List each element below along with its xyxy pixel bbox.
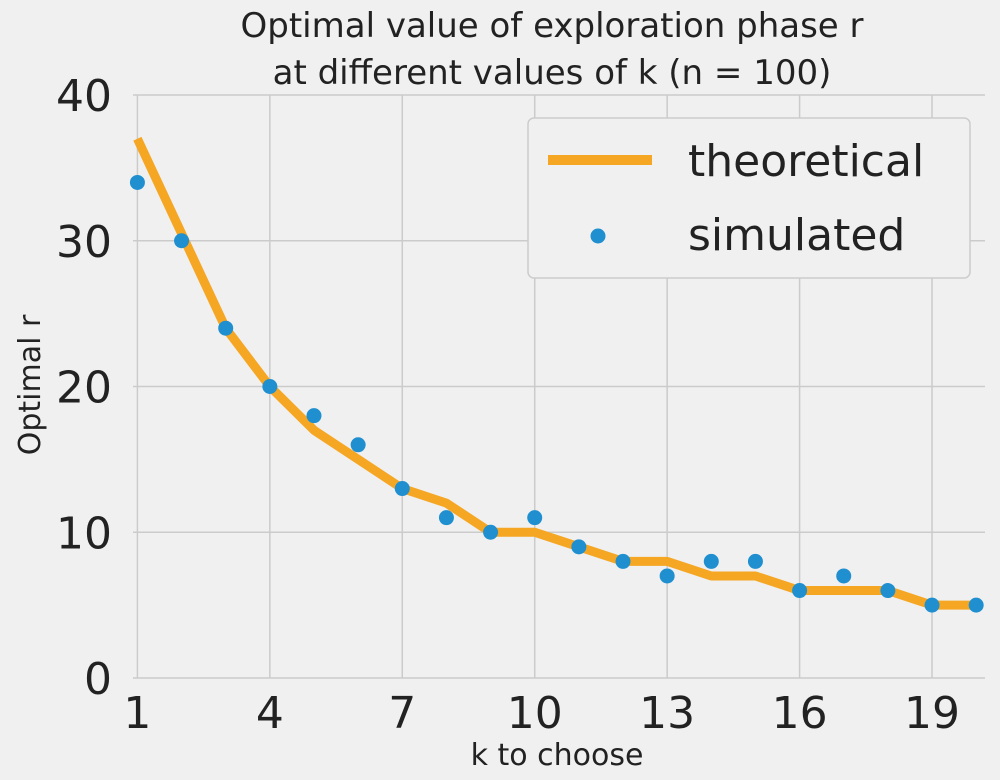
- legend-theoretical-label: theoretical: [688, 136, 924, 187]
- x-tick-label-10: 10: [507, 688, 563, 739]
- point-simulated-16: [792, 583, 808, 599]
- x-tick-label-4: 4: [256, 688, 284, 739]
- point-simulated-1: [129, 174, 145, 190]
- y-tick-label-0: 0: [84, 654, 112, 705]
- point-simulated-12: [615, 553, 631, 569]
- point-simulated-17: [836, 568, 852, 584]
- x-tick-label-1: 1: [123, 688, 151, 739]
- point-simulated-10: [527, 510, 543, 526]
- x-tick-label-13: 13: [639, 688, 695, 739]
- legend-simulated-label: simulated: [688, 210, 905, 261]
- point-simulated-11: [571, 539, 587, 555]
- x-tick-label-19: 19: [904, 688, 960, 739]
- y-axis-label: Optimal r: [13, 314, 48, 455]
- x-tick-labels: 1 4 7 10 13 16 19: [123, 688, 960, 739]
- point-simulated-3: [218, 320, 234, 336]
- series-layer: [129, 136, 984, 613]
- series-line-theoretical: [133, 136, 977, 610]
- point-simulated-20: [968, 597, 984, 613]
- y-tick-labels: 0 10 20 30 40: [56, 71, 112, 705]
- point-simulated-8: [438, 510, 454, 526]
- point-simulated-7: [394, 481, 410, 497]
- chart-title-line-2: at different values of k (n = 100): [273, 53, 832, 93]
- y-tick-label-20: 20: [56, 363, 112, 414]
- chart-title-line-1: Optimal value of exploration phase r: [241, 6, 864, 46]
- y-tick-label-10: 10: [56, 508, 112, 559]
- point-simulated-15: [747, 553, 763, 569]
- y-tick-label-40: 40: [56, 71, 112, 122]
- point-simulated-18: [880, 583, 896, 599]
- point-simulated-4: [262, 379, 278, 394]
- point-simulated-19: [924, 597, 940, 613]
- x-tick-label-7: 7: [388, 688, 416, 739]
- legend-simulated-swatch: [590, 228, 606, 244]
- point-simulated-5: [306, 408, 322, 424]
- point-simulated-14: [703, 553, 719, 569]
- point-simulated-6: [350, 437, 366, 453]
- x-axis-label: k to choose: [471, 738, 644, 773]
- point-simulated-9: [483, 524, 499, 540]
- point-simulated-2: [174, 233, 190, 249]
- legend: theoretical simulated: [527, 117, 971, 279]
- x-tick-label-16: 16: [772, 688, 828, 739]
- point-simulated-13: [659, 568, 675, 584]
- y-tick-label-30: 30: [56, 217, 112, 268]
